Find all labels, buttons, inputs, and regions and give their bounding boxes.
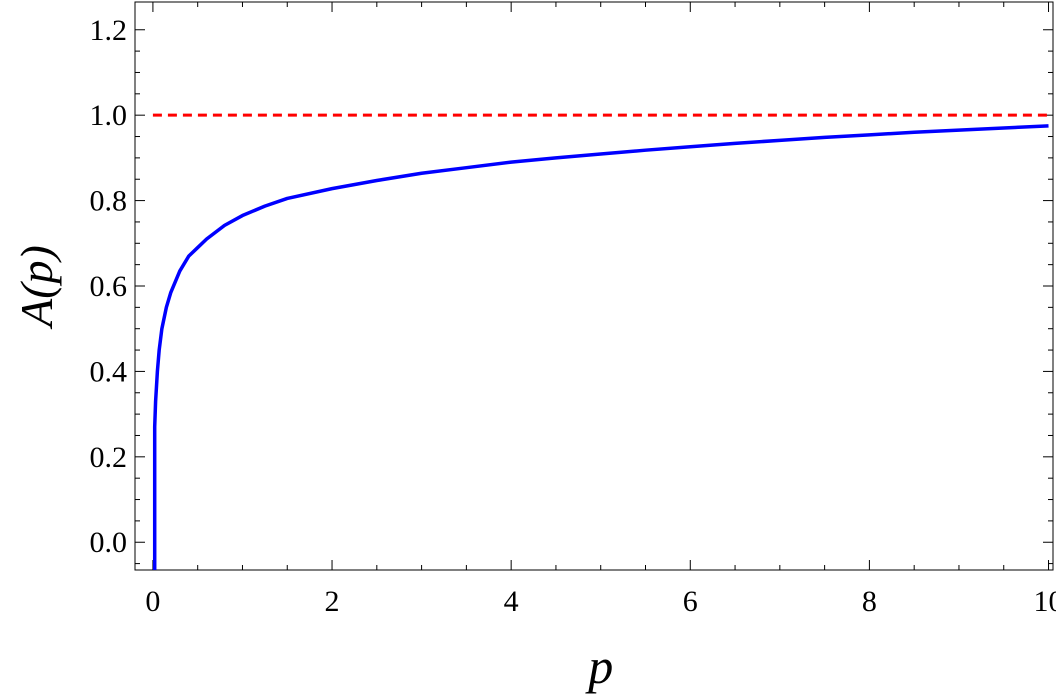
series-layer: [152, 113, 1049, 570]
x-tick-label: 6: [683, 585, 698, 618]
y-tick-label: 0.8: [90, 185, 128, 218]
y-axis-label: A(p): [11, 245, 62, 330]
x-tick-label: 4: [504, 585, 519, 618]
x-axis-label: p: [585, 638, 613, 694]
tick-marks: [135, 2, 1053, 570]
y-tick-label: 0.0: [90, 526, 128, 559]
x-tick-label: 10: [1034, 585, 1056, 618]
y-tick-label: 0.4: [90, 355, 128, 388]
x-tick-label: 0: [145, 585, 160, 618]
y-tick-label: 0.2: [90, 441, 128, 474]
y-tick-label: 1.2: [90, 14, 128, 47]
y-tick-label: 1.0: [90, 99, 128, 132]
y-tick-label: 0.6: [90, 270, 128, 303]
plot-frame: [134, 1, 1054, 571]
x-tick-label: 8: [862, 585, 877, 618]
tick-labels: 0 2 4 6 8 10 0.0 0.2 0.4 0.6 0.8 1.0 1.2: [90, 14, 1056, 618]
a-of-p-curve: [152, 124, 1049, 570]
x-tick-label: 2: [325, 585, 340, 618]
